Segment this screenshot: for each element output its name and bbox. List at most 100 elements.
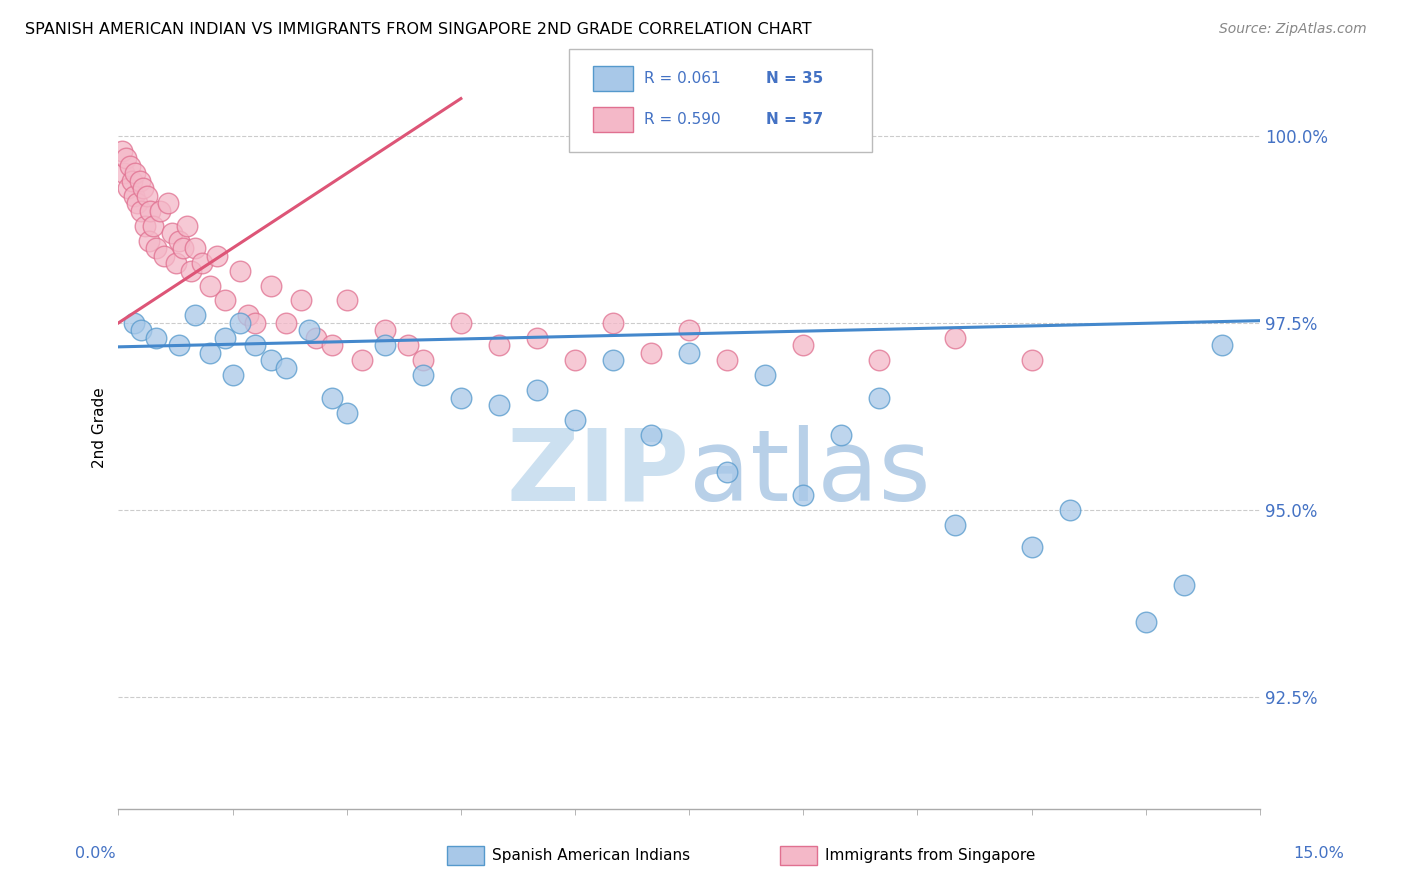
Point [374, 323, 396, 337]
Point [145, 241, 167, 255]
Point [868, 353, 890, 368]
Text: Source: ZipAtlas.com: Source: ZipAtlas.com [1219, 22, 1367, 37]
Point [156, 196, 179, 211]
Text: 0.0%: 0.0% [76, 846, 115, 861]
Point [412, 353, 434, 368]
Point [117, 181, 139, 195]
Point [1135, 615, 1157, 629]
Text: Immigrants from Singapore: Immigrants from Singapore [825, 848, 1036, 863]
Point [488, 398, 510, 412]
Point [214, 293, 236, 308]
Point [122, 188, 145, 202]
Text: N = 57: N = 57 [766, 112, 824, 127]
Point [868, 391, 890, 405]
Point [236, 309, 259, 323]
Point [396, 338, 419, 352]
Point [221, 368, 243, 383]
Point [169, 338, 191, 352]
Text: R = 0.590: R = 0.590 [644, 112, 720, 127]
Point [1173, 577, 1195, 591]
Point [526, 383, 548, 397]
Point [640, 346, 662, 360]
Point [602, 316, 624, 330]
Text: 15.0%: 15.0% [1294, 846, 1344, 861]
Point [305, 331, 328, 345]
Point [945, 331, 967, 345]
Point [716, 353, 738, 368]
Point [180, 263, 202, 277]
Point [128, 174, 150, 188]
Point [127, 196, 149, 211]
Point [321, 391, 343, 405]
Point [754, 368, 776, 383]
Point [122, 316, 145, 330]
Point [1211, 338, 1233, 352]
Point [830, 428, 852, 442]
Point [321, 338, 343, 352]
Point [124, 166, 146, 180]
Point [160, 226, 183, 240]
Point [142, 219, 165, 233]
Point [350, 353, 373, 368]
Point [526, 331, 548, 345]
Point [229, 316, 252, 330]
Point [115, 152, 138, 166]
Point [945, 517, 967, 532]
Point [374, 338, 396, 352]
Point [412, 368, 434, 383]
Point [121, 174, 143, 188]
Point [129, 323, 152, 337]
Point [191, 256, 214, 270]
Point [214, 331, 236, 345]
Point [138, 234, 160, 248]
Point [136, 188, 159, 202]
Point [259, 353, 281, 368]
Point [245, 316, 267, 330]
Y-axis label: 2nd Grade: 2nd Grade [93, 387, 107, 468]
Point [678, 323, 700, 337]
Point [112, 166, 135, 180]
Point [792, 338, 814, 352]
Point [183, 309, 205, 323]
Point [1021, 541, 1043, 555]
Point [564, 353, 586, 368]
Point [336, 293, 359, 308]
Point [149, 203, 172, 218]
Point [207, 249, 229, 263]
Text: SPANISH AMERICAN INDIAN VS IMMIGRANTS FROM SINGAPORE 2ND GRADE CORRELATION CHART: SPANISH AMERICAN INDIAN VS IMMIGRANTS FR… [25, 22, 811, 37]
Point [298, 323, 321, 337]
Text: N = 35: N = 35 [766, 71, 824, 86]
Point [176, 219, 198, 233]
Point [169, 234, 191, 248]
Point [134, 219, 156, 233]
Point [259, 278, 281, 293]
Point [792, 488, 814, 502]
Point [132, 181, 155, 195]
Point [678, 346, 700, 360]
Point [602, 353, 624, 368]
Point [198, 346, 221, 360]
Point [111, 144, 134, 158]
Point [274, 316, 297, 330]
Point [165, 256, 187, 270]
Point [153, 249, 176, 263]
Point [172, 241, 194, 255]
Point [229, 263, 252, 277]
Point [139, 203, 162, 218]
Point [198, 278, 221, 293]
Point [716, 466, 738, 480]
Point [450, 391, 472, 405]
Point [118, 159, 141, 173]
Point [274, 360, 297, 375]
Text: ZIP: ZIP [506, 425, 689, 522]
Point [564, 413, 586, 427]
Text: R = 0.061: R = 0.061 [644, 71, 720, 86]
Point [183, 241, 205, 255]
Point [129, 203, 152, 218]
Point [145, 331, 167, 345]
Point [1021, 353, 1043, 368]
Point [488, 338, 510, 352]
Point [1059, 503, 1081, 517]
Text: Spanish American Indians: Spanish American Indians [492, 848, 690, 863]
Point [450, 316, 472, 330]
